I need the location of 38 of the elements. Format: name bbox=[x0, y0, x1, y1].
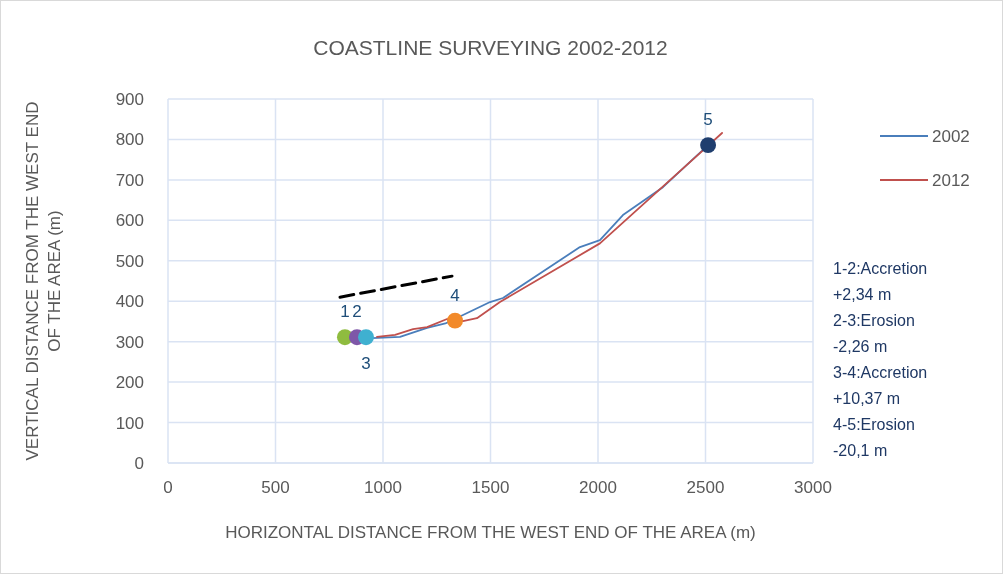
chart-title: COASTLINE SURVEYING 2002-2012 bbox=[313, 36, 668, 59]
annotation: 4 bbox=[450, 285, 460, 305]
point bbox=[700, 137, 717, 154]
text: 3-4:Accretion bbox=[833, 364, 928, 381]
annotation: 3 bbox=[361, 354, 371, 374]
x-tick-label: 0 bbox=[163, 478, 173, 497]
x-tick-label: 3000 bbox=[794, 478, 832, 497]
x-axis-title: HORIZONTAL DISTANCE FROM THE WEST END OF THE AREA (m) bbox=[225, 523, 756, 542]
text: +2,34 m bbox=[833, 286, 892, 303]
text: +10,37 m bbox=[833, 390, 901, 407]
y-tick-label: 500 bbox=[115, 251, 144, 271]
point bbox=[358, 329, 374, 346]
y-axis-title: VERTICAL DISTANCE FROM THE WEST END OF THE AREA (m) bbox=[23, 101, 64, 461]
point bbox=[447, 312, 463, 329]
x-tick-label: 2000 bbox=[579, 478, 617, 497]
y-tick-label: 600 bbox=[115, 211, 144, 231]
text: 2-3:Erosion bbox=[833, 312, 915, 329]
x-tick-label: 1500 bbox=[471, 478, 510, 497]
y-tick-label: 800 bbox=[115, 130, 144, 150]
y-tick-label: 400 bbox=[115, 292, 144, 312]
x-tick-label: 1000 bbox=[364, 478, 402, 497]
x-tick-label: 2500 bbox=[686, 478, 725, 497]
annotation: 5 bbox=[703, 110, 713, 130]
y-tick-label: 200 bbox=[115, 373, 144, 393]
y-tick-label: 0 bbox=[134, 453, 144, 473]
x-tick-label: 500 bbox=[261, 478, 290, 497]
y-tick-label: 100 bbox=[115, 413, 144, 433]
legend-label: 2002 bbox=[932, 126, 970, 146]
text: 4-5:Erosion bbox=[833, 416, 915, 433]
annotation: 2 bbox=[352, 302, 362, 322]
legend-label: 2012 bbox=[932, 170, 970, 190]
text: 1-2:Accretion bbox=[833, 260, 928, 277]
text: -20,1 m bbox=[833, 442, 888, 459]
y-tick-label: 900 bbox=[115, 89, 144, 109]
text: -2,26 m bbox=[833, 338, 888, 355]
y-tick-label: 300 bbox=[115, 332, 144, 352]
y-tick-label: 700 bbox=[115, 170, 144, 190]
annotation: 1 bbox=[340, 302, 350, 322]
